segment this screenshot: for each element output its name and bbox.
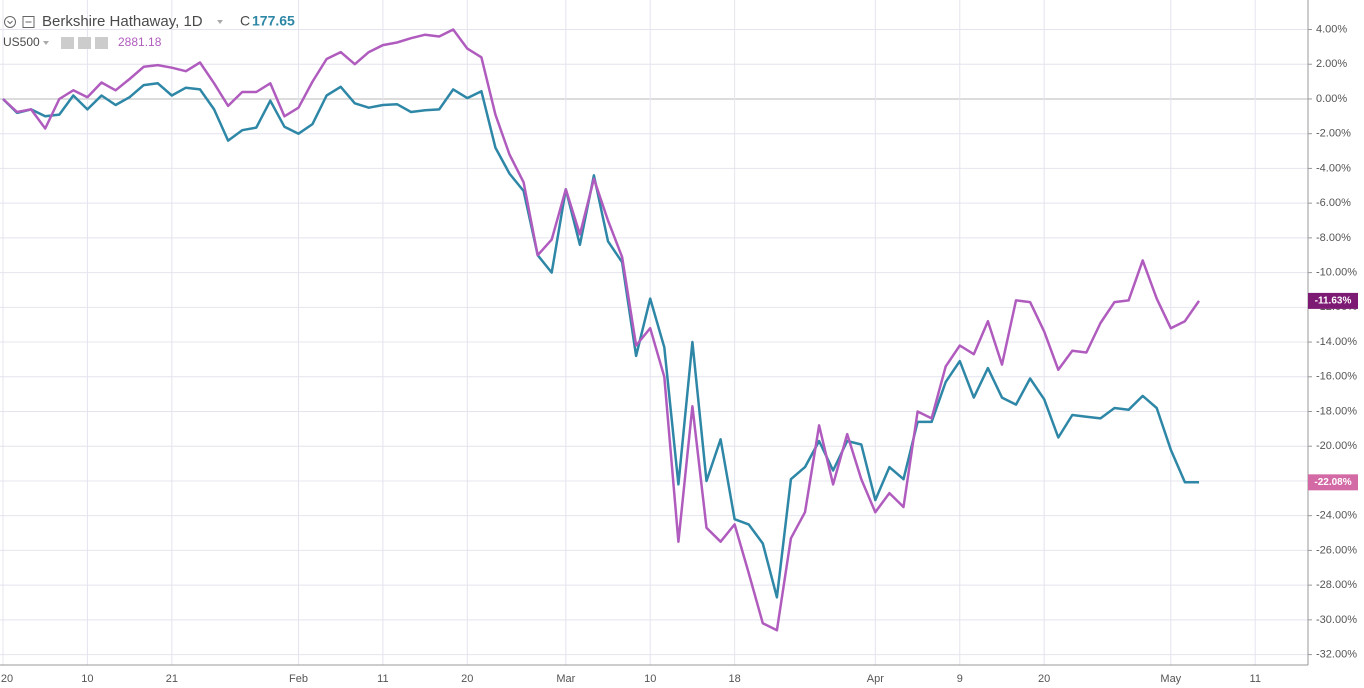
y-tick-label: -20.00% xyxy=(1316,440,1357,452)
y-tick-label: 0.00% xyxy=(1316,93,1347,105)
last-value-label: -22.08% xyxy=(1314,477,1351,488)
y-tick-label: -14.00% xyxy=(1316,336,1357,348)
x-tick-label: 21 xyxy=(166,673,178,685)
y-tick-label: -10.00% xyxy=(1316,267,1357,279)
y-tick-label: -2.00% xyxy=(1316,128,1351,140)
remove-icon[interactable] xyxy=(95,37,108,49)
x-tick-label: 20 xyxy=(1038,673,1050,685)
x-tick-label: Feb xyxy=(289,673,308,685)
y-tick-label: -32.00% xyxy=(1316,648,1357,660)
move-icon[interactable] xyxy=(78,37,91,49)
x-tick-label: 11 xyxy=(377,673,388,685)
x-tick-label: 18 xyxy=(729,673,741,685)
x-tick-label: 11 xyxy=(1250,673,1261,685)
close-value: 177.65 xyxy=(252,13,295,29)
x-tick-label: 20 xyxy=(1,673,13,685)
y-tick-label: -16.00% xyxy=(1316,371,1357,383)
y-tick-label: 2.00% xyxy=(1316,58,1347,70)
y-tick-label: -30.00% xyxy=(1316,614,1357,626)
last-value-label: -11.63% xyxy=(1315,296,1352,307)
y-tick-label: 4.00% xyxy=(1316,23,1347,35)
close-label: C xyxy=(240,13,250,29)
last-value-badge xyxy=(1308,292,1358,309)
hide-icon[interactable] xyxy=(22,16,35,28)
dropdown-caret[interactable] xyxy=(43,41,49,45)
y-tick-label: -8.00% xyxy=(1316,232,1351,244)
series-title: Berkshire Hathaway, 1D xyxy=(42,13,203,30)
y-tick-label: -24.00% xyxy=(1316,510,1357,522)
collapse-icon[interactable] xyxy=(4,16,16,28)
series-line xyxy=(2,28,1201,632)
chevron xyxy=(7,20,13,25)
y-tick-label: -28.00% xyxy=(1316,579,1357,591)
x-tick-label: 10 xyxy=(81,673,93,685)
legend: Berkshire Hathaway, 1D C 177.65 US500 28… xyxy=(3,13,295,49)
x-tick-label: 9 xyxy=(957,673,963,685)
dropdown-caret[interactable] xyxy=(217,20,223,24)
x-tick-label: Apr xyxy=(867,673,884,685)
x-tick-label: Mar xyxy=(556,673,575,685)
x-tick-label: 20 xyxy=(461,673,473,685)
plot-area xyxy=(2,28,1201,632)
y-tick-label: -18.00% xyxy=(1316,405,1357,417)
grid xyxy=(0,0,1308,665)
compare-price: 2881.18 xyxy=(118,35,162,49)
x-tick-label: May xyxy=(1160,673,1181,685)
settings-icon[interactable] xyxy=(61,37,74,49)
x-tick-label: 10 xyxy=(644,673,656,685)
last-value-badge xyxy=(1308,474,1358,491)
compare-symbol: US500 xyxy=(3,35,40,49)
series-line xyxy=(2,82,1199,599)
y-tick-label: -6.00% xyxy=(1316,197,1351,209)
y-tick-label: -4.00% xyxy=(1316,162,1351,174)
y-tick-label: -26.00% xyxy=(1316,544,1357,556)
